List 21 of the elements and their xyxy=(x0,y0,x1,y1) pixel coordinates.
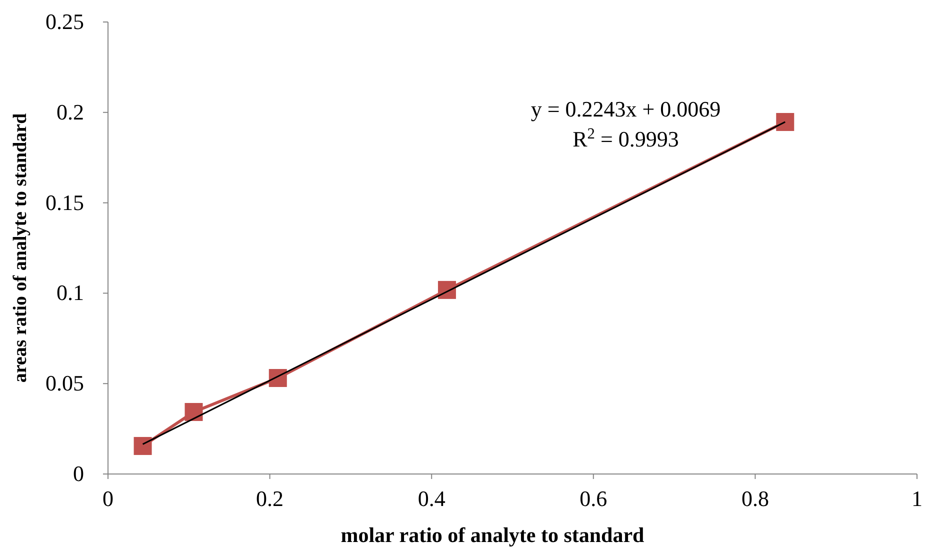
point xyxy=(268,368,287,387)
y-tick-label: 0.05 xyxy=(46,370,84,396)
y-tick-label: 0 xyxy=(73,461,84,486)
point xyxy=(438,280,456,299)
x-tick-label: 0 xyxy=(102,486,114,511)
x-tick-label: 0.6 xyxy=(580,486,608,511)
y-tick-label: 0.1 xyxy=(56,280,84,306)
annotation: R$^{2}$ = 0.9993 xyxy=(572,124,679,152)
annotation: y = 0.2243x + 0.0069 xyxy=(530,96,721,122)
point xyxy=(776,112,794,131)
x-tick-label: 0.4 xyxy=(418,486,446,511)
y-axis-title: areas ratio of analyte to standard xyxy=(10,112,31,383)
x-axis-title: molar ratio of analyte to standard xyxy=(340,523,645,547)
point xyxy=(184,402,203,421)
y-tick-label: 0.15 xyxy=(46,190,84,215)
y-tick-label: 0.25 xyxy=(46,9,84,34)
x-tick-label: 0.8 xyxy=(741,486,769,511)
x-tick-label: 1 xyxy=(912,486,922,511)
y-tick-label: 0.2 xyxy=(56,99,84,124)
point xyxy=(134,436,152,455)
x-tick-label: 0.2 xyxy=(256,486,284,511)
